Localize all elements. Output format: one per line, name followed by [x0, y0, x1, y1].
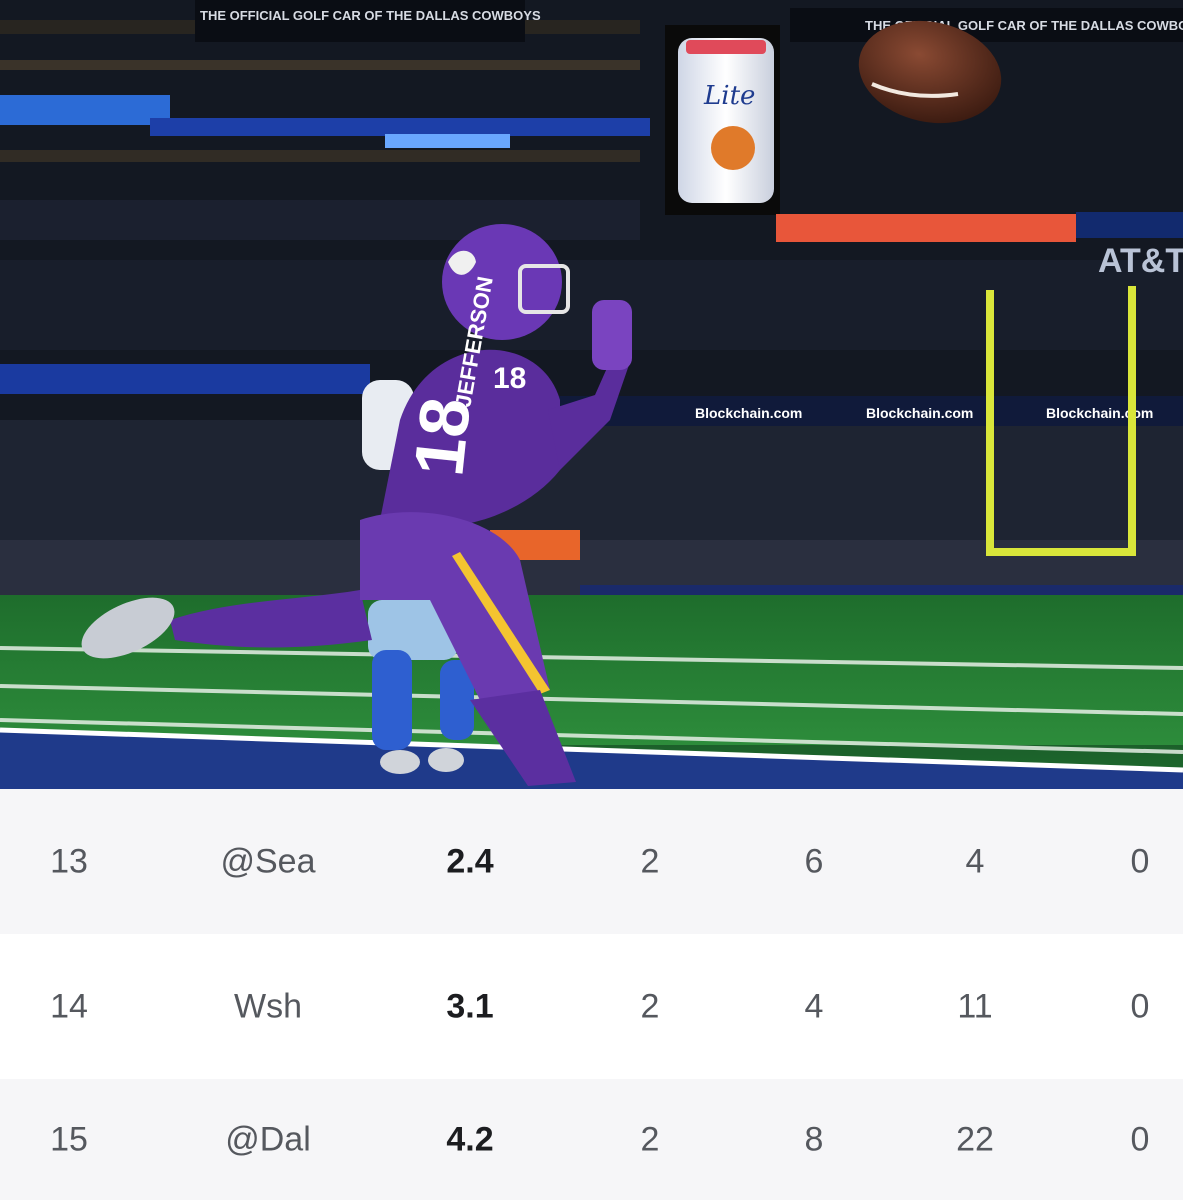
football-icon	[858, 20, 1002, 124]
stat-cell: 6	[804, 842, 824, 880]
points-cell: 3.1	[446, 987, 494, 1025]
stat-cell: 0	[1130, 987, 1150, 1025]
stadium-scene: THE OFFICIAL GOLF CAR OF THE DALLAS COWB…	[0, 0, 1183, 789]
can-screen	[678, 38, 774, 203]
ribbon-text-1: Blockchain.com	[695, 405, 802, 421]
opponent-cell: Wsh	[234, 987, 302, 1025]
week-cell: 13	[50, 842, 88, 880]
can-label: Lite	[703, 81, 755, 111]
jersey-number-back: 18	[493, 362, 526, 395]
goal-post	[986, 286, 1136, 556]
scoreboard-logo: AT&T	[1098, 242, 1183, 280]
game-log-table: 13 @Sea 2.4 2 6 4 0 14 Wsh 3.1 2 4 11 0 …	[0, 789, 1183, 1200]
game-photo: THE OFFICIAL GOLF CAR OF THE DALLAS COWB…	[0, 0, 1183, 789]
stat-cell: 4	[804, 987, 824, 1025]
opponent-cell: @Sea	[220, 842, 316, 880]
ribbon-text-2: Blockchain.com	[866, 405, 973, 421]
stat-cell: 22	[956, 1120, 994, 1158]
stat-cell: 4	[965, 842, 985, 880]
stat-cell: 2	[640, 987, 660, 1025]
table-row[interactable]: 13 @Sea 2.4 2 6 4 0	[0, 789, 1183, 934]
receiver-figure: 18 18 JEFFERSON	[81, 224, 632, 786]
stat-cell: 0	[1130, 1120, 1150, 1158]
opponent-cell: @Dal	[225, 1120, 311, 1158]
stat-cell: 2	[640, 1120, 660, 1158]
end-zone	[0, 730, 1183, 789]
week-cell: 15	[50, 1120, 88, 1158]
ribbon-text-3: Blockchain.com	[1046, 405, 1153, 421]
table-row[interactable]: 14 Wsh 3.1 2 4 11 0	[0, 934, 1183, 1079]
jersey-number-side: 18	[399, 394, 485, 480]
points-cell: 4.2	[446, 1120, 494, 1158]
table-row[interactable]: 15 @Dal 4.2 2 8 22 0	[0, 1079, 1183, 1200]
week-cell: 14	[50, 987, 88, 1025]
points-cell: 2.4	[446, 842, 494, 880]
stat-cell: 0	[1130, 842, 1150, 880]
stat-cell: 11	[957, 987, 993, 1025]
field-turf	[0, 595, 1183, 745]
stat-cell: 2	[640, 842, 660, 880]
banner-left-text: THE OFFICIAL GOLF CAR OF THE DALLAS COWB…	[200, 8, 541, 23]
stat-cell: 8	[804, 1120, 824, 1158]
